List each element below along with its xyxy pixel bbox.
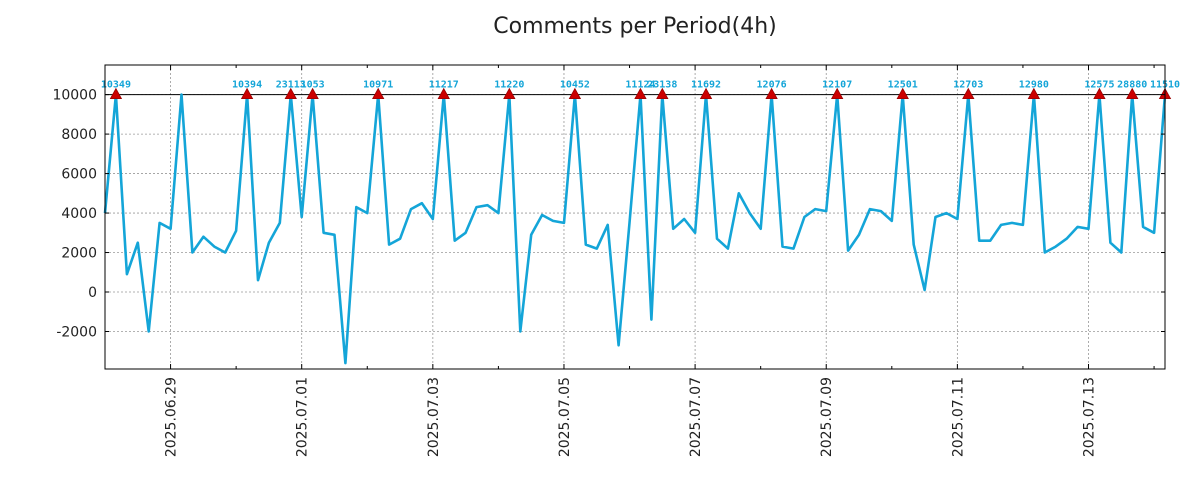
x-tick-label: 2025.06.29 bbox=[164, 377, 180, 457]
peak-marker bbox=[830, 87, 844, 100]
y-tick-label: 6000 bbox=[61, 167, 97, 183]
peak-marker bbox=[656, 87, 669, 100]
chart-title: Comments per Period(4h) bbox=[493, 14, 777, 39]
x-tick-label: 2025.07.11 bbox=[950, 377, 966, 457]
peak-marker bbox=[568, 87, 582, 100]
peak-label: 23138 bbox=[647, 80, 677, 91]
peak-marker bbox=[699, 87, 713, 100]
peak-label: 12501 bbox=[888, 80, 918, 91]
grid-layer bbox=[105, 65, 1165, 369]
y-tick-label: -2000 bbox=[56, 324, 97, 340]
peak-label: 11220 bbox=[494, 80, 524, 91]
peak-label: 11217 bbox=[429, 80, 459, 91]
y-tick-label: 4000 bbox=[61, 206, 97, 222]
peak-marker bbox=[634, 87, 647, 100]
x-tick-label: 2025.07.13 bbox=[1082, 377, 1098, 457]
peak-markers bbox=[109, 87, 1172, 100]
peak-marker bbox=[896, 87, 909, 100]
peak-label: 28880 bbox=[1117, 80, 1147, 91]
series-line bbox=[103, 93, 1167, 365]
y-tick-label: 8000 bbox=[61, 127, 97, 143]
peak-label: 12076 bbox=[757, 80, 787, 91]
x-tick-label: 2025.07.07 bbox=[688, 377, 704, 457]
peak-label: 12575 bbox=[1084, 80, 1114, 91]
peak-marker bbox=[240, 87, 254, 100]
x-tick-label: 2025.07.05 bbox=[557, 377, 573, 457]
peak-label: 12980 bbox=[1019, 80, 1049, 91]
peak-label: 1053 bbox=[301, 80, 325, 91]
peak-marker bbox=[1027, 87, 1041, 100]
peak-marker bbox=[1126, 87, 1139, 100]
y-tick-label: 2000 bbox=[61, 246, 97, 262]
plot-frame bbox=[104, 64, 1166, 370]
peak-marker bbox=[284, 87, 297, 100]
peak-label: 12107 bbox=[822, 80, 852, 91]
peak-marker bbox=[1093, 87, 1106, 100]
peak-label: 10394 bbox=[232, 80, 262, 91]
peak-label: 10971 bbox=[363, 80, 393, 91]
x-tick-label: 2025.07.01 bbox=[295, 377, 311, 457]
peak-marker bbox=[109, 87, 123, 100]
peak-marker bbox=[503, 87, 516, 100]
y-tick-label: 10000 bbox=[52, 88, 97, 104]
x-tick-label: 2025.07.09 bbox=[819, 377, 835, 457]
peak-marker bbox=[765, 87, 778, 100]
peak-marker bbox=[437, 87, 450, 100]
axes: -2000 0 2000 4000 6000 8000 10000 2025.06.29 202… bbox=[52, 64, 1166, 457]
peak-label: 23113 bbox=[276, 80, 306, 91]
peak-label: 10349 bbox=[101, 80, 131, 91]
peak-label: 11692 bbox=[691, 80, 721, 91]
peak-marker bbox=[306, 87, 319, 100]
peak-marker bbox=[372, 87, 385, 100]
peak-label: 10452 bbox=[560, 80, 590, 91]
peak-marker bbox=[962, 87, 975, 100]
series-layer bbox=[103, 93, 1167, 365]
peak-label: 12703 bbox=[953, 80, 983, 91]
peak-label: 11124 bbox=[625, 80, 655, 91]
y-tick-label: 0 bbox=[88, 285, 97, 301]
x-tick-label: 2025.07.03 bbox=[426, 377, 442, 457]
